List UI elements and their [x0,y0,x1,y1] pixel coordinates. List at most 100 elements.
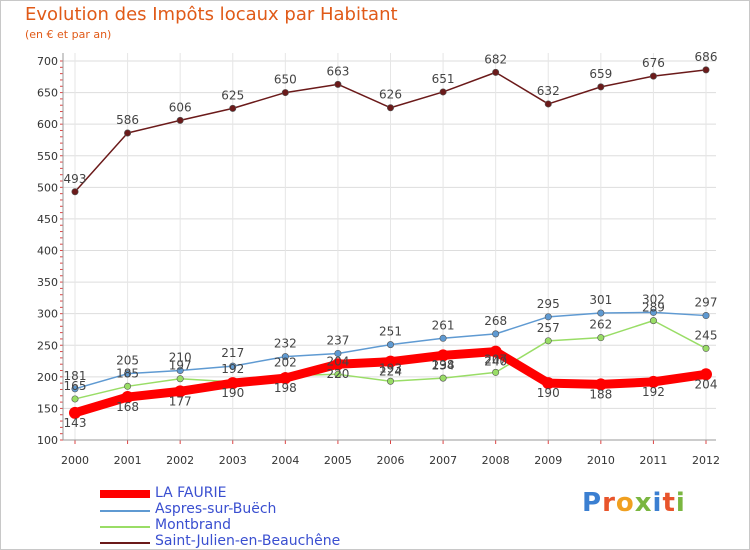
y-tick-label: 600 [37,118,58,131]
x-tick-label: 2002 [166,454,194,467]
x-tick-label: 2004 [271,454,299,467]
data-point [69,406,81,419]
data-point [386,377,394,385]
data-label: 190 [537,386,560,400]
data-point [702,344,710,352]
data-label: 586 [116,113,139,127]
logo-letter: o [615,488,635,518]
logo-letter: t [662,488,676,518]
data-point [649,72,657,80]
chart-title: Evolution des Impôts locaux par Habitant [25,4,398,25]
data-label: 493 [64,172,87,186]
data-label: 289 [642,301,665,315]
y-tick-label: 550 [37,150,58,163]
data-label: 198 [274,381,297,395]
data-label: 295 [537,297,560,311]
data-label: 682 [484,52,507,66]
data-label: 237 [326,333,349,347]
data-label: 207 [484,352,507,366]
data-point [492,68,500,76]
data-point [229,362,237,370]
x-tick-label: 2003 [219,454,247,467]
data-label: 302 [642,292,665,306]
data-point [121,391,134,404]
data-label: 625 [221,88,244,102]
axes: 100 150 200 250 300 350 400 450 500 550 600 650 700 2… [37,53,720,467]
x-tick-label: 2006 [377,454,405,467]
data-point [544,100,552,108]
data-label: 650 [274,73,297,87]
data-label: 251 [379,325,402,339]
data-label: 210 [169,351,192,365]
data-point [176,116,184,124]
data-point [702,312,710,320]
data-label: 659 [589,67,612,81]
plot-area [63,53,716,440]
data-point [386,341,394,349]
data-label: 663 [326,64,349,78]
data-label: 197 [169,359,192,373]
data-point [334,370,342,378]
x-tick-label: 2010 [587,454,615,467]
data-point [334,349,342,357]
data-point [71,395,79,403]
data-label: 198 [432,358,455,372]
data-label: 261 [432,318,455,332]
data-point [597,334,605,342]
data-point [124,382,132,390]
data-label: 240 [484,355,507,369]
data-label: 188 [589,387,612,401]
y-tick-label: 700 [37,55,58,68]
data-point [542,377,555,390]
data-point [279,372,292,385]
y-tick-label: 200 [37,371,58,384]
logo-letter: r [602,488,616,518]
chart-subtitle: (en € et par an) [25,28,112,41]
data-label: 177 [169,394,192,408]
x-tick-label: 2008 [482,454,510,467]
data-label: 632 [537,84,560,98]
y-tick-label: 150 [37,402,58,415]
data-label: 192 [221,362,244,376]
logo-letter: x [634,488,653,518]
x-tick-label: 2009 [534,454,562,467]
data-label: 268 [484,314,507,328]
data-label: 168 [116,400,139,414]
legend-swatch [100,490,150,498]
data-label: 232 [274,337,297,351]
data-label: 192 [642,385,665,399]
data-point [544,313,552,321]
data-label: 165 [64,379,87,393]
logo-letter: P [582,488,603,518]
x-tick-label: 2012 [692,454,720,467]
data-label: 185 [116,366,139,380]
proxiti-logo: Proxiti [582,488,686,518]
data-point [647,375,660,388]
data-point [281,89,289,97]
data-point [700,368,712,381]
data-point [226,377,239,390]
y-tick-label: 400 [37,245,58,258]
y-tick-label: 350 [37,276,58,289]
data-label: 297 [695,296,718,310]
data-point [124,370,132,378]
data-point [649,317,657,325]
data-point [174,385,187,398]
data-point [492,368,500,376]
data-label: 606 [169,100,192,114]
data-point [489,345,502,358]
data-point [649,308,657,316]
data-label: 181 [64,369,87,383]
data-point [702,66,710,74]
data-label: 234 [432,358,455,372]
legend-label: Montbrand [155,517,231,533]
y-tick-label: 650 [37,87,58,100]
data-label: 217 [221,346,244,360]
y-tick-label: 300 [37,308,58,321]
x-tick-label: 2000 [61,454,89,467]
x-tick-label: 2001 [114,454,142,467]
legend-swatch [100,526,150,528]
series-lines [69,66,712,419]
grid [63,53,716,441]
